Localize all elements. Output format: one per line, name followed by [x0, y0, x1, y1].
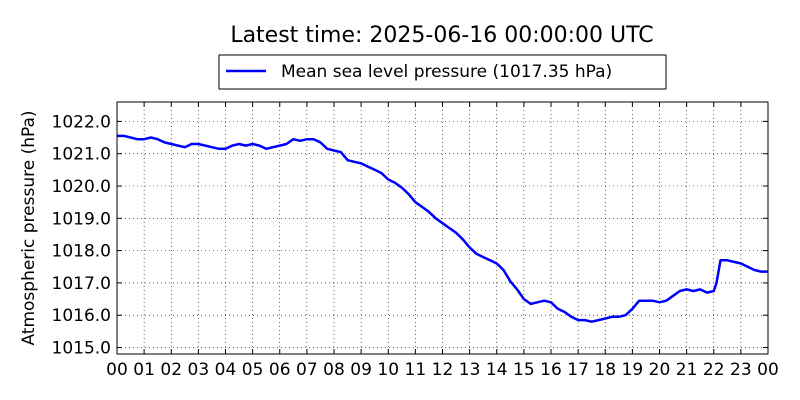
series-layer	[117, 134, 768, 323]
x-tick-label: 14	[486, 360, 508, 380]
x-tick-label: 23	[730, 360, 752, 380]
series-line-mean-sea-level-pressure	[117, 134, 768, 323]
x-tick-label: 00	[106, 360, 128, 380]
x-tick-label: 20	[649, 360, 671, 380]
x-tick-label: 08	[323, 360, 345, 380]
chart-title: Latest time: 2025-06-16 00:00:00 UTC	[230, 23, 653, 48]
y-tick-label: 1020.0	[52, 177, 111, 197]
plot-frame	[116, 101, 769, 355]
x-tick-label: 16	[540, 360, 562, 380]
x-tick-label: 12	[432, 360, 454, 380]
x-tick-label: 06	[269, 360, 291, 380]
x-tick-label: 04	[215, 360, 237, 380]
y-tick-label: 1015.0	[52, 339, 111, 359]
x-tick-label: 13	[459, 360, 481, 380]
x-tick-label: 00	[757, 360, 779, 380]
x-tick-label: 11	[405, 360, 427, 380]
x-tick-label: 03	[188, 360, 210, 380]
legend-box	[218, 54, 667, 90]
grid	[117, 102, 768, 354]
x-tick-label: 15	[513, 360, 535, 380]
y-tick-labels: 1015.0 1016.0 1017.0 1018.0 1019.0 1020.0 1021…	[52, 112, 111, 358]
x-tick-labels: 00 01 02 03 04 05 06 07 08 09 10 11 12 13 14 15 16 17 18 19…	[106, 360, 779, 380]
y-tick-label: 1021.0	[52, 145, 111, 165]
x-tick-label: 02	[160, 360, 182, 380]
y-axis-label: Atmospheric pressure (hPa)	[19, 110, 39, 345]
x-tick-label: 19	[622, 360, 644, 380]
x-tick-label: 17	[567, 360, 589, 380]
x-tick-label: 21	[676, 360, 698, 380]
y-tick-label: 1022.0	[52, 112, 111, 132]
legend-label: Mean sea level pressure (1017.35 hPa)	[281, 62, 612, 82]
x-tick-label: 22	[703, 360, 725, 380]
y-tick-label: 1017.0	[52, 274, 111, 294]
x-tick-label: 10	[377, 360, 399, 380]
y-tick-label: 1016.0	[52, 306, 111, 326]
y-tick-label: 1019.0	[52, 209, 111, 229]
legend: Mean sea level pressure (1017.35 hPa)	[218, 54, 667, 90]
y-tick-label: 1018.0	[52, 242, 111, 262]
x-tick-label: 01	[133, 360, 155, 380]
ticks	[116, 102, 769, 354]
x-tick-label: 05	[242, 360, 264, 380]
x-tick-label: 09	[350, 360, 372, 380]
x-tick-label: 18	[594, 360, 616, 380]
x-tick-label: 07	[296, 360, 318, 380]
